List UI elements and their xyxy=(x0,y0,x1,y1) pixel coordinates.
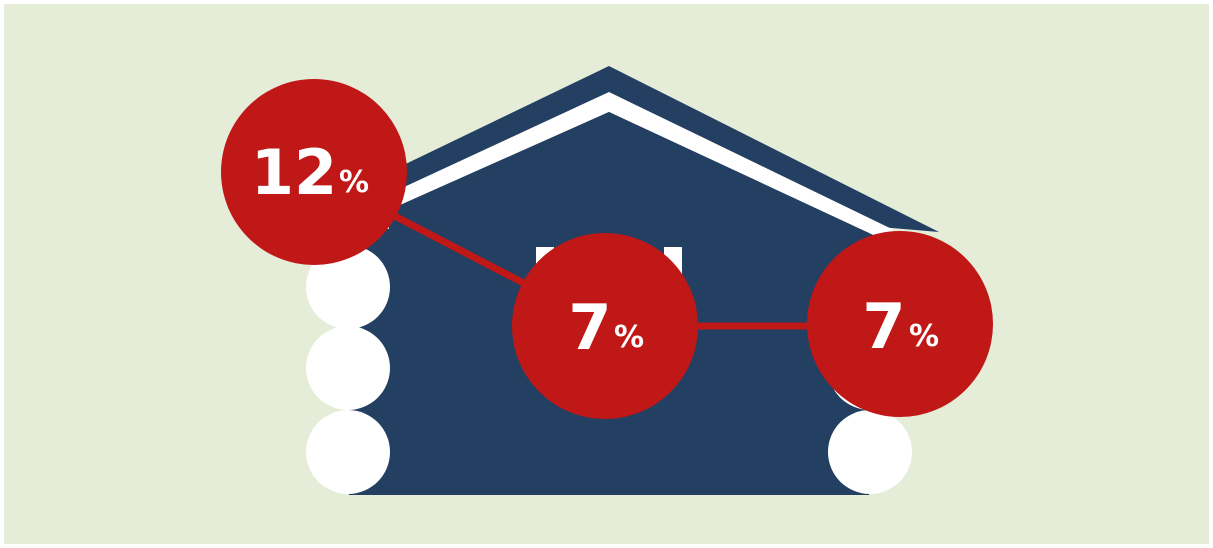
log-end xyxy=(306,326,390,410)
log-end xyxy=(306,410,390,494)
bubble-value: 7 xyxy=(568,291,611,364)
bubble-circle xyxy=(221,79,407,265)
stat-bubble-1: 12 % xyxy=(221,79,407,265)
bubble-unit: % xyxy=(339,165,369,200)
infographic-panel: 12 % 7 % 7 % xyxy=(4,4,1209,544)
log-end xyxy=(828,410,912,494)
bubble-unit: % xyxy=(909,319,939,354)
roof-gable xyxy=(389,112,884,244)
log-end xyxy=(306,245,390,329)
cabin-illustration: 12 % 7 % 7 % xyxy=(4,4,1209,544)
stat-bubble-3: 7 % xyxy=(807,231,993,417)
stat-bubble-2: 7 % xyxy=(512,233,698,419)
roof-trim xyxy=(389,92,894,240)
bubble-value: 12 xyxy=(251,136,337,209)
bubble-circle xyxy=(512,233,698,419)
bubble-value: 7 xyxy=(862,290,905,363)
bubble-unit: % xyxy=(614,320,644,355)
bubble-circle xyxy=(807,231,993,417)
